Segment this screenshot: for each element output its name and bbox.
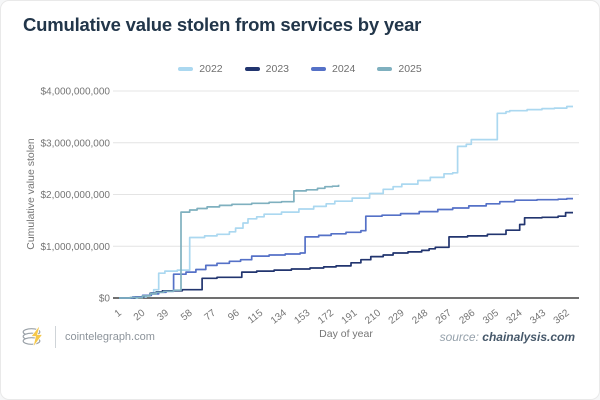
svg-text:229: 229 — [387, 307, 407, 326]
legend-swatch-2023-icon — [244, 67, 260, 71]
svg-text:248: 248 — [410, 307, 430, 326]
source-value: chainalysis.com — [482, 330, 575, 344]
y-axis-title: Cumulative value stolen — [25, 138, 37, 250]
svg-text:$1,000,000,000: $1,000,000,000 — [40, 242, 110, 253]
svg-text:$4,000,000,000: $4,000,000,000 — [40, 87, 110, 98]
svg-text:267: 267 — [434, 307, 454, 326]
svg-text:210: 210 — [363, 307, 383, 326]
svg-text:20: 20 — [132, 307, 148, 323]
svg-text:$0: $0 — [99, 294, 111, 305]
legend-label-2024: 2024 — [332, 63, 356, 75]
x-axis-title: Day of year — [319, 328, 373, 340]
legend-label-2025: 2025 — [398, 63, 422, 75]
svg-text:172: 172 — [316, 307, 336, 326]
series-line-2025 — [119, 184, 340, 299]
cointelegraph-logo-icon — [22, 324, 44, 348]
svg-text:77: 77 — [203, 307, 219, 323]
legend-item-2023: 2023 — [244, 63, 289, 75]
legend-swatch-2024-icon — [311, 67, 326, 71]
svg-text:286: 286 — [457, 307, 477, 326]
svg-text:134: 134 — [269, 307, 289, 326]
svg-text:$3,000,000,000: $3,000,000,000 — [40, 138, 110, 149]
series-line-2024 — [119, 197, 573, 299]
svg-text:1: 1 — [113, 307, 125, 319]
source-label: source: — [439, 330, 479, 344]
chart-legend: 2022 2023 2024 2025 — [1, 63, 599, 75]
svg-text:343: 343 — [528, 307, 548, 326]
legend-item-2022: 2022 — [178, 63, 223, 75]
legend-swatch-2025-icon — [377, 67, 393, 71]
svg-text:362: 362 — [552, 307, 572, 326]
footer-divider — [55, 326, 56, 348]
page-title: Cumulative value stolen from services by… — [23, 14, 422, 35]
svg-text:58: 58 — [179, 307, 195, 323]
svg-text:115: 115 — [246, 307, 266, 326]
svg-text:153: 153 — [292, 307, 312, 326]
legend-label-2023: 2023 — [265, 63, 289, 75]
lightning-bolt-icon — [30, 324, 44, 348]
series-line-2022 — [119, 105, 573, 299]
series-line-2023 — [119, 211, 573, 299]
legend-label-2022: 2022 — [199, 63, 223, 75]
svg-text:191: 191 — [340, 307, 360, 326]
footer: cointelegraph.com source: chainalysis.co… — [1, 324, 599, 399]
legend-swatch-2022-icon — [178, 67, 194, 71]
footer-source: source: chainalysis.com — [440, 330, 575, 344]
svg-text:324: 324 — [505, 307, 525, 326]
svg-text:305: 305 — [481, 307, 501, 326]
legend-item-2025: 2025 — [377, 63, 422, 75]
footer-site-text: cointelegraph.com — [65, 331, 155, 343]
chart-canvas: $0 $1,000,000,000 $2,000,000,000 $3,000,000… — [40, 87, 579, 327]
svg-text:$2,000,000,000: $2,000,000,000 — [40, 190, 110, 201]
svg-text:96: 96 — [226, 307, 242, 323]
svg-text:39: 39 — [155, 307, 171, 323]
legend-item-2024: 2024 — [311, 63, 355, 75]
